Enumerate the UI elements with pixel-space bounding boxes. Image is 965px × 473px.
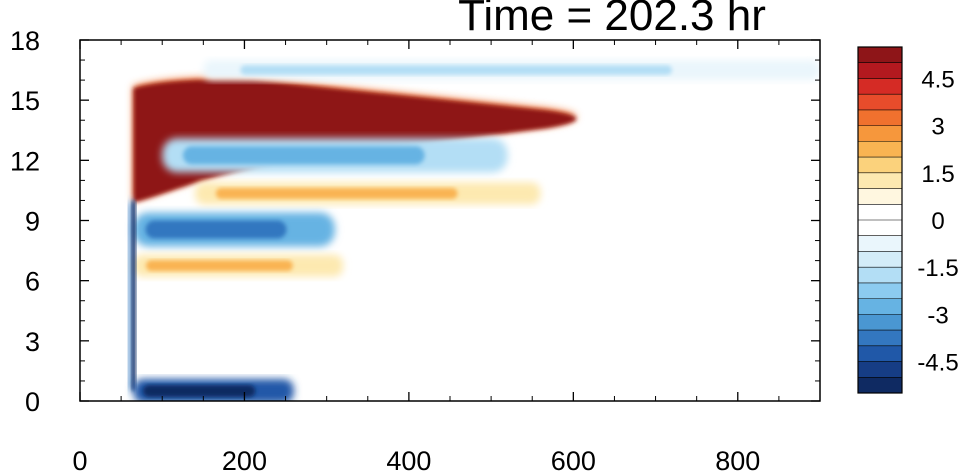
colorbar-swatch	[858, 251, 902, 268]
colorbar-frame	[857, 46, 903, 394]
colorbar-tick-label: -4.5	[917, 350, 958, 377]
colorbar-tick-label: 4.5	[921, 66, 954, 93]
colorbar-swatch	[858, 377, 902, 394]
heatmap-feature-orange-band	[146, 260, 293, 272]
colorbar-tick-label: 3	[931, 114, 944, 141]
x-tick-label: 800	[715, 446, 760, 473]
colorbar: 4.5 3 1.5 0 -1.5 -3 -4.5	[857, 46, 959, 394]
plot-area: 0 200 400 600 800 0 3 6 9 12 15 18	[10, 26, 821, 473]
y-tick-label: 3	[25, 327, 40, 357]
heatmap-feature-blue-band	[145, 220, 287, 239]
colorbar-swatch	[858, 188, 902, 205]
colorbar-swatch	[858, 94, 902, 111]
x-tick-label: 200	[222, 446, 267, 473]
colorbar-tick-label: -3	[927, 302, 948, 329]
colorbar-swatch	[858, 361, 902, 378]
colorbar-swatch	[858, 282, 902, 300]
y-tick-label: 9	[25, 207, 40, 237]
x-tick-label: 600	[551, 446, 596, 473]
colorbar-swatch	[858, 204, 902, 221]
y-tick-label: 18	[10, 26, 40, 56]
colorbar-tick-label: -1.5	[917, 255, 958, 282]
x-tick-label: 0	[72, 446, 87, 473]
heatmap-field	[128, 60, 820, 401]
colorbar-swatch	[858, 78, 902, 95]
heatmap-feature-blue-band-below-red	[182, 146, 425, 165]
heatmap-feature-bottom-dark-blue-band	[143, 384, 256, 397]
colorbar-swatch	[858, 267, 902, 284]
axis-ticks: 0 200 400 600 800 0 3 6 9 12 15 18	[10, 26, 821, 473]
heatmap-feature-blue-band-above-red	[240, 65, 673, 75]
colorbar-swatch	[858, 172, 902, 190]
colorbar-tick-label: 1.5	[921, 161, 954, 188]
colorbar-swatch	[858, 141, 902, 158]
colorbar-swatch	[858, 157, 902, 174]
x-tick-label: 400	[386, 446, 431, 473]
y-tick-label: 6	[25, 267, 40, 297]
colorbar-swatch	[858, 314, 902, 331]
colorbar-swatch	[858, 125, 902, 142]
y-tick-label: 0	[25, 387, 40, 417]
colorbar-swatch	[858, 220, 902, 237]
colorbar-swatch	[858, 345, 902, 363]
heatmap-feature-orange-band	[215, 188, 458, 199]
colorbar-swatch	[858, 62, 902, 79]
colorbar-swatch	[858, 47, 902, 64]
colorbar-swatch	[858, 330, 902, 347]
colorbar-swatch	[858, 298, 902, 315]
colorbar-swatch	[858, 235, 902, 252]
heatmap-feature-vertical-blue-streak	[131, 200, 136, 391]
colorbar-tick-label: 0	[931, 208, 944, 235]
colorbar-swatch	[858, 109, 902, 127]
y-tick-label: 15	[10, 86, 40, 116]
y-tick-label: 12	[10, 146, 40, 176]
chart-title: Time = 202.3 hr	[458, 0, 766, 40]
